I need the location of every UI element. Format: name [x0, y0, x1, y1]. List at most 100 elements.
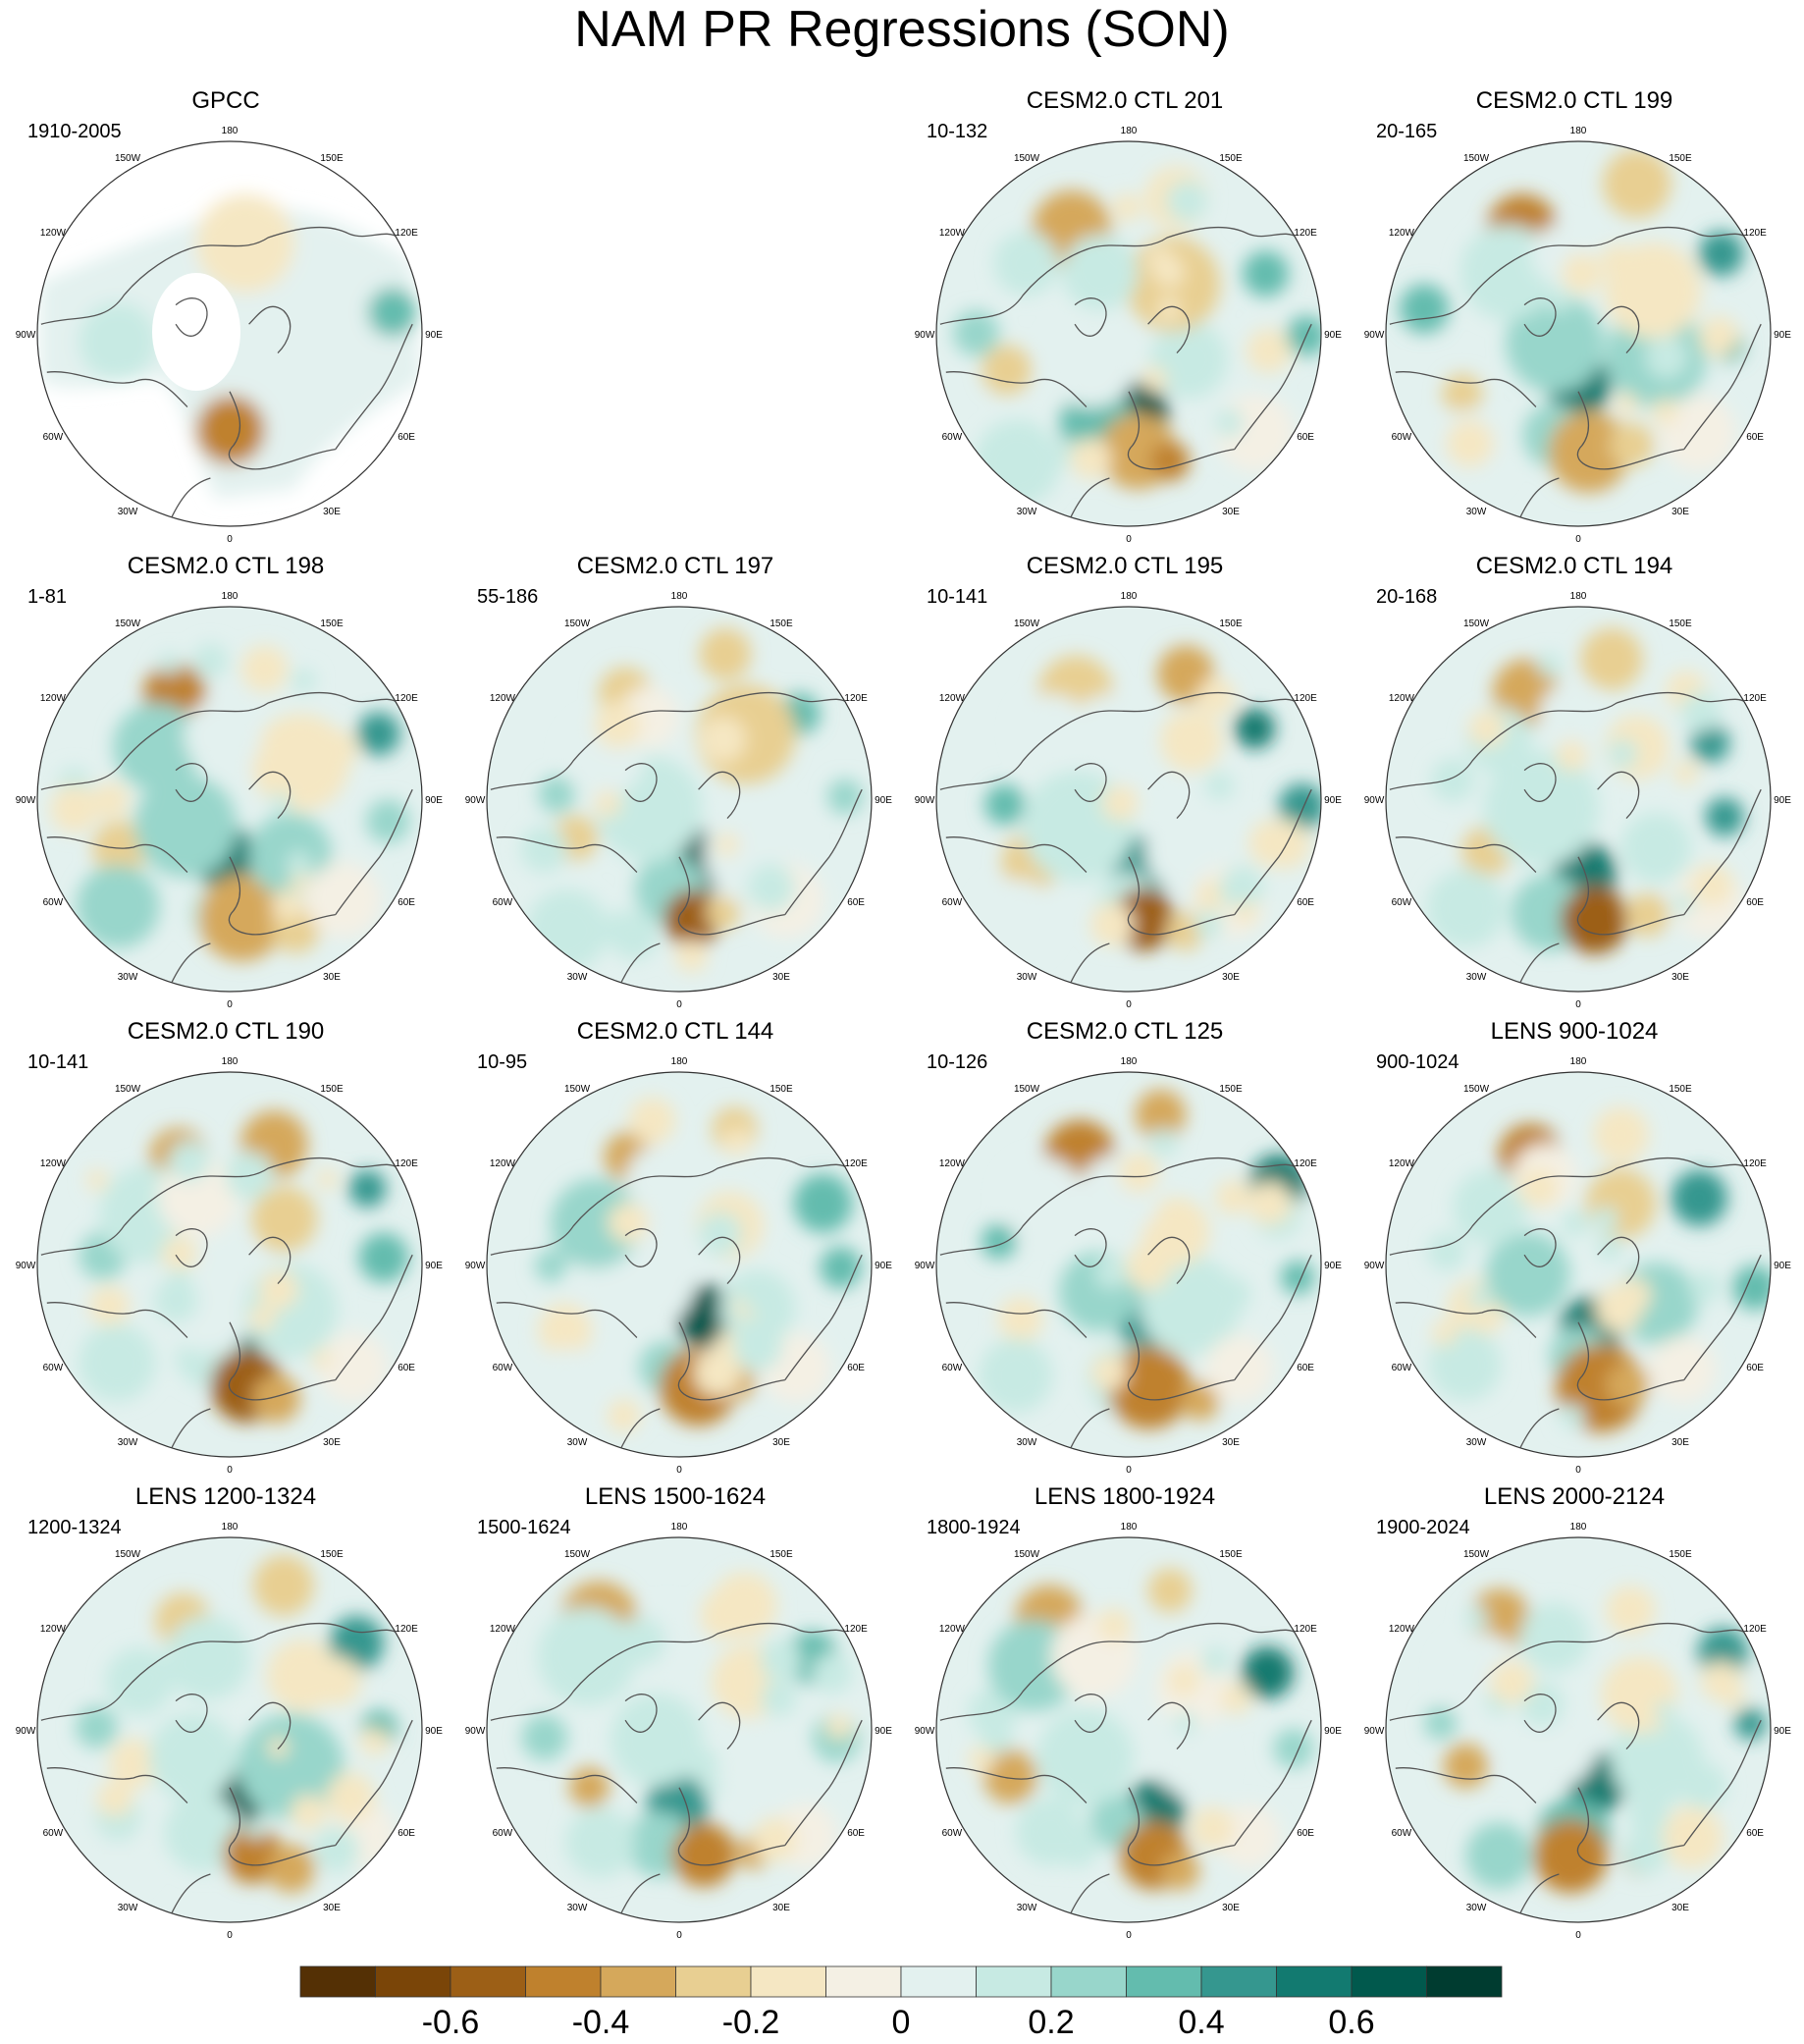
anomaly-blob [1090, 902, 1135, 946]
anomaly-blob [1428, 1328, 1502, 1401]
coastline [1070, 942, 1110, 983]
longitude-label: 90W [915, 1261, 935, 1271]
map-outline [935, 1536, 1322, 1923]
longitude-label: 60E [398, 1828, 415, 1839]
anomaly-blob [76, 864, 160, 948]
anomaly-blob [1399, 284, 1450, 334]
anomaly-blob [1215, 1179, 1250, 1215]
longitude-label: 90E [875, 1261, 892, 1271]
longitude-label: 60E [1746, 1828, 1764, 1839]
longitude-label: 30W [1466, 972, 1487, 983]
anomaly-blob [714, 1720, 802, 1808]
anomaly-blob [1155, 1727, 1225, 1797]
anomaly-blob [1610, 1712, 1704, 1806]
anomaly-blob [1141, 366, 1167, 393]
longitude-label: 180 [1570, 1522, 1587, 1533]
longitude-label: 0 [227, 534, 233, 545]
anomaly-blob [1216, 1804, 1281, 1869]
anomaly-blob [568, 1767, 610, 1807]
longitude-label: 120W [1389, 693, 1415, 704]
anomaly-blob [169, 1267, 190, 1290]
longitude-label: 120W [490, 693, 516, 704]
longitude-label: 60E [847, 1363, 865, 1373]
anomaly-blob [1468, 1286, 1492, 1310]
polar-map: 180 150E 120E 90E 60E 30E 0 30W 60W 90W 120W 150W [16, 591, 444, 1010]
longitude-label: 30W [1017, 1437, 1037, 1448]
anomaly-blob [694, 1348, 742, 1397]
longitude-label: 0 [227, 999, 233, 1010]
anomaly-blob [1150, 441, 1190, 481]
anomaly-blob [311, 1348, 333, 1370]
panel-title: CESM2.0 CTL 195 [1026, 553, 1224, 579]
longitude-label: 0 [1575, 1930, 1581, 1941]
map-panel: CESM2.0 CTL 125 10-126 180 150E 120E 90E 60E 30… [899, 1017, 1351, 1483]
map-outline [486, 1071, 873, 1458]
anomaly-blob [1458, 425, 1482, 451]
longitude-label: 150W [1014, 1084, 1040, 1095]
anomaly-blob [1595, 1285, 1643, 1333]
longitude-label: 150W [1014, 1549, 1040, 1560]
coastline [40, 1622, 399, 1721]
coastline [939, 226, 1299, 325]
longitude-label: 90W [465, 1726, 486, 1737]
longitude-label: 90E [1774, 795, 1791, 806]
anomaly-blob [133, 775, 238, 878]
anomaly-blob [1161, 1852, 1200, 1891]
anomaly-blob [1281, 1261, 1315, 1295]
panel-title: LENS 1800-1924 [1034, 1483, 1216, 1510]
coastline [945, 836, 1088, 873]
longitude-label: 30E [1671, 1903, 1689, 1913]
longitude-label: 60W [942, 1363, 963, 1373]
longitude-label: 150E [1669, 153, 1692, 164]
coastline [1519, 1408, 1560, 1448]
anomaly-blob [1153, 255, 1186, 289]
longitude-label: 60E [398, 432, 415, 443]
polar-map: 180 150E 120E 90E 60E 30E 0 30W 60W 90W 120W 150W [465, 1056, 893, 1476]
coastline [46, 371, 188, 407]
longitude-label: 60W [493, 1363, 513, 1373]
anomaly-blob [953, 310, 999, 356]
anomaly-blob [1546, 288, 1571, 313]
anomaly-blob [196, 194, 294, 293]
anomaly-blob [165, 1615, 250, 1700]
anomaly-blob [1070, 437, 1112, 480]
anomaly-blob [706, 895, 741, 931]
anomaly-blob [312, 1656, 361, 1705]
longitude-label: 30W [567, 972, 588, 983]
anomaly-blob [610, 1693, 704, 1787]
colorbar-tick-label: 0.6 [1328, 2004, 1374, 2041]
anomaly-blob [603, 910, 644, 950]
coastline [1127, 1321, 1235, 1401]
coastline [945, 371, 1088, 407]
coastline [175, 763, 208, 802]
panel-title: LENS 1200-1324 [134, 1483, 317, 1510]
longitude-label: 180 [222, 591, 239, 602]
longitude-label: 150W [564, 1084, 591, 1095]
longitude-label: 90W [1364, 1261, 1385, 1271]
longitude-label: 150W [115, 1549, 141, 1560]
anomaly-blob [1423, 1706, 1458, 1741]
longitude-label: 60E [1746, 1363, 1764, 1373]
colorbar-swatch [825, 1965, 902, 1998]
coastline [1519, 1873, 1560, 1913]
coastline [1127, 391, 1235, 470]
panel-period: 10-141 [27, 1051, 89, 1073]
anomaly-blob [1204, 771, 1235, 801]
anomaly-blob [96, 1781, 133, 1817]
anomaly-blob [1220, 1683, 1252, 1715]
anomaly-blob [286, 850, 312, 877]
anomaly-blob [158, 1726, 198, 1766]
longitude-label: 60W [43, 432, 64, 443]
panel-title: CESM2.0 CTL 125 [1026, 1018, 1224, 1045]
longitude-label: 0 [1575, 534, 1581, 545]
anomaly-blob [329, 1616, 385, 1671]
polar-map: 180 150E 120E 90E 60E 30E 0 30W 60W 90W 120W 150W [915, 1056, 1343, 1476]
longitude-label: 120W [40, 1624, 67, 1635]
longitude-label: 30E [772, 972, 790, 983]
coastlines [40, 226, 413, 517]
longitude-label: 60W [1392, 897, 1412, 908]
longitude-label: 30W [1466, 507, 1487, 517]
longitude-label: 150W [115, 619, 141, 629]
map-panel: LENS 1200-1324 1200-1324 180 150E 120E 90E 60E… [0, 1482, 451, 1949]
anomaly-blob [356, 712, 400, 756]
